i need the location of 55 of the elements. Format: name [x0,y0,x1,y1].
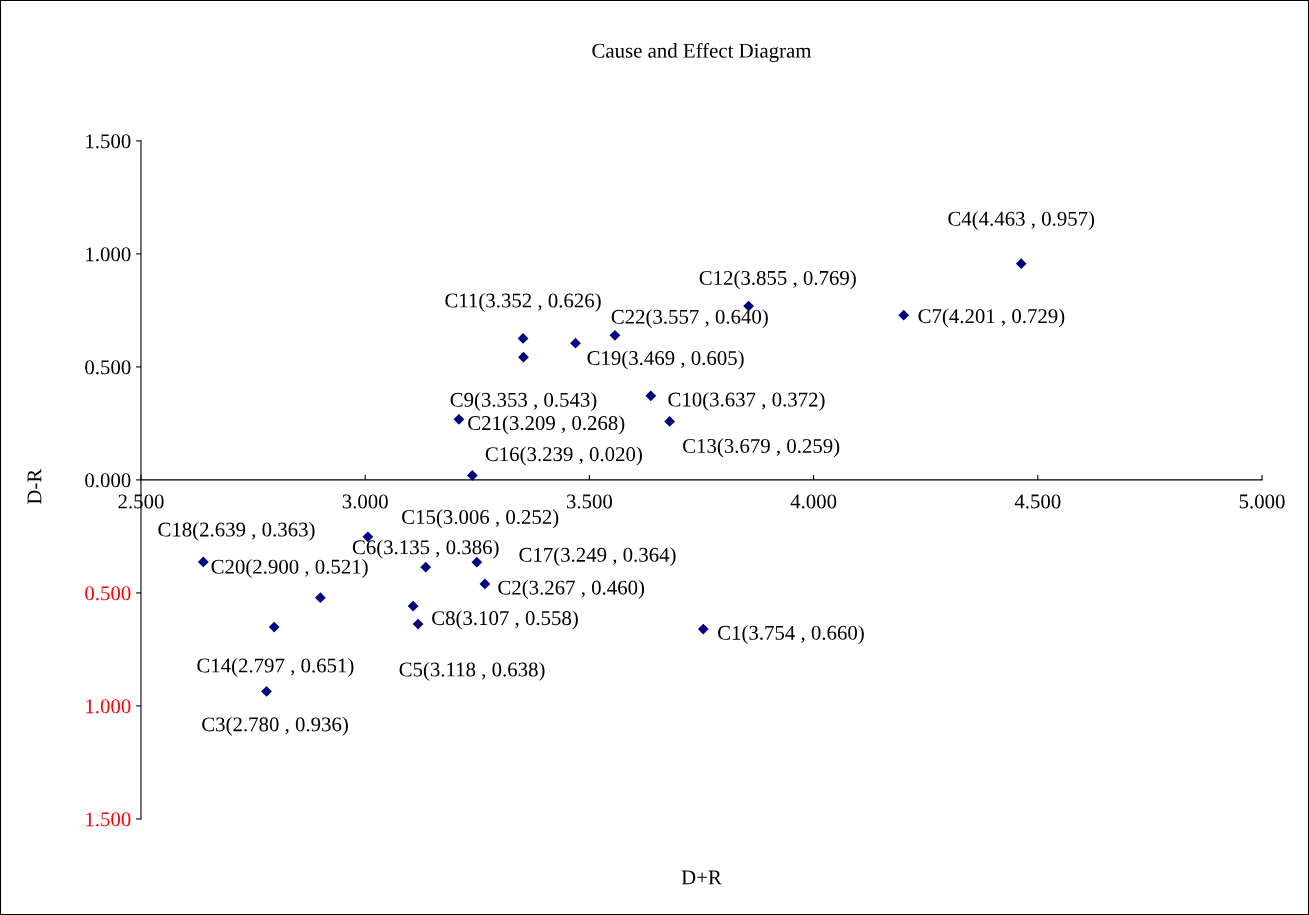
x-tick-label: 3.000 [342,494,388,509]
x-tick-label: 5.000 [1239,494,1285,509]
y-tick-label: 1.000 [86,699,131,714]
annotation: C19(3.469 , 0.605) [587,350,744,370]
point [898,309,910,321]
point [645,390,657,402]
point [412,618,424,630]
point [268,621,280,633]
x-tick-label: 3.500 [566,494,613,509]
annotation: C15(3.006 , 0.252) [402,509,559,529]
annotation: C17(3.249 , 0.364) [519,547,676,567]
point [453,413,465,425]
annotation: C13(3.679 , 0.259) [683,438,840,458]
annotation: C9(3.353 , 0.543) [450,392,597,412]
point [466,470,478,481]
annotation: C22(3.557 , 0.640) [611,309,768,329]
annotation: C16(3.239 , 0.020) [485,446,642,466]
y-tick-label: 1.500 [86,812,131,827]
y-tick-label: 0.000 [85,473,131,488]
annotation: C12(3.855 , 0.769) [699,270,856,290]
point [197,556,209,568]
point [570,337,581,349]
point [518,351,529,363]
y-tick-label: 0.500 [85,360,131,375]
point [407,600,419,612]
annotation: C11(3.352 , 0.626) [445,292,601,312]
point [479,578,491,590]
point [261,686,272,697]
annotation: C8(3.107 , 0.558) [432,610,578,630]
point [1015,258,1027,270]
annotation: C4(4.463 , 0.957) [948,211,1095,231]
annotation: C20(2.900 , 0.521) [211,559,368,578]
point [609,329,621,341]
annotation: C14(2.797 , 0.651) [197,657,354,677]
annotation: C5(3.118 , 0.638) [399,661,545,681]
annotation: C10(3.637 , 0.372) [668,391,825,411]
annotation: C2(3.267 , 0.460) [498,579,645,599]
annotation: C6(3.135 , 0.386) [352,539,499,559]
x-tick-label: 4.000 [790,494,837,509]
annotation: C3(2.780 , 0.936) [202,716,348,736]
point [664,416,676,427]
annotation: C18(2.639 , 0.363) [158,521,315,541]
y-tick-label: 1.000 [86,247,131,262]
annotation: C1(3.754 , 0.660) [718,625,864,645]
chart-title: Cause and Effect Diagram [592,42,812,63]
point [314,592,326,604]
annotation: C21(3.209 , 0.268) [468,415,625,435]
y-axis-title: D-R [27,468,42,505]
annotation: C7(4.201 , 0.729) [918,308,1065,328]
point [420,561,432,573]
x-axis-title: D+R [681,870,722,885]
x-tick-label: 4.500 [1014,494,1061,509]
y-tick-label: 1.500 [86,134,131,149]
point [697,623,709,635]
y-tick-label: 0.500 [85,586,131,601]
